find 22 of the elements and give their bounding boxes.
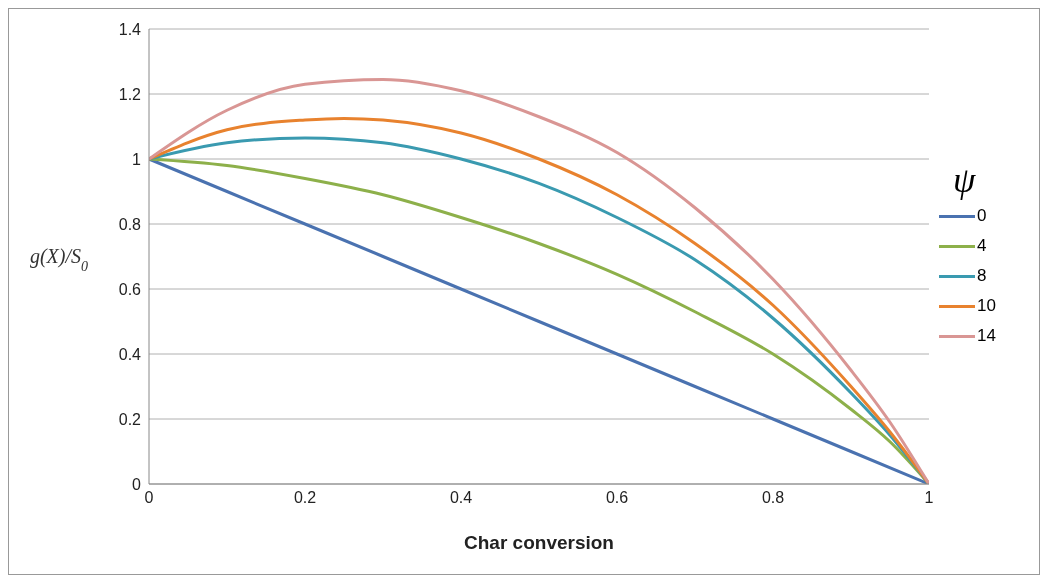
legend-label: 8 (977, 266, 987, 286)
x-tick-label: 0.4 (449, 489, 473, 507)
y-tick-label: 0.4 (118, 345, 142, 363)
y-tick-label: 0.6 (118, 280, 142, 298)
x-tick-label: 0.2 (293, 489, 317, 507)
legend-title: ψ (953, 159, 977, 201)
y-tick-label: 1 (132, 150, 142, 168)
legend-label: 0 (977, 206, 987, 226)
y-tick-label: 0.8 (118, 215, 142, 233)
y-tick-label: 1.2 (118, 85, 142, 103)
x-tick-label: 0.6 (605, 489, 629, 507)
x-tick-label: 0.8 (761, 489, 785, 507)
y-axis-title: g(X)/S$_{0}$ (29, 244, 89, 273)
legend-label: 10 (977, 296, 996, 316)
legend-label: 4 (977, 236, 987, 256)
x-tick-label: 1 (924, 489, 934, 507)
y-tick-label: 1.4 (118, 20, 142, 38)
x-axis-title: Char conversion (464, 532, 614, 553)
legend-label: 14 (977, 326, 996, 346)
y-tick-label: 0 (132, 475, 142, 493)
x-tick-label: 0 (144, 489, 154, 507)
y-tick-label: 0.2 (118, 410, 142, 428)
